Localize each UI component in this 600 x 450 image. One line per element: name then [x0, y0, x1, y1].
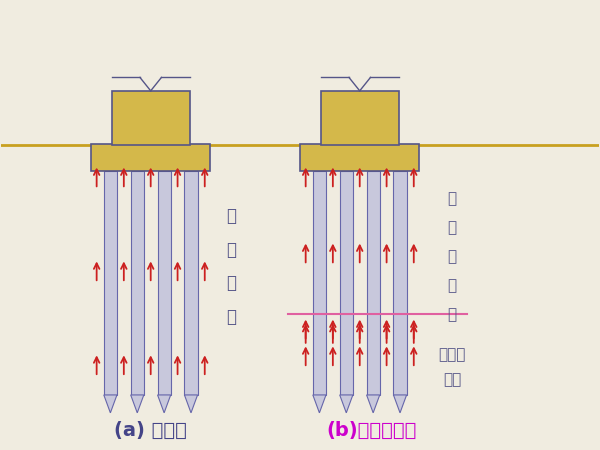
Text: (b)端承摩擦桩: (b)端承摩擦桩 [326, 421, 417, 440]
Bar [321, 91, 398, 144]
Text: 软: 软 [226, 207, 236, 225]
Polygon shape [394, 395, 407, 413]
Polygon shape [340, 395, 353, 413]
Text: 弱: 弱 [226, 241, 236, 259]
Text: 土层: 土层 [443, 372, 461, 387]
Polygon shape [184, 395, 197, 413]
Polygon shape [131, 171, 144, 395]
Text: 软: 软 [448, 220, 457, 235]
Bar [91, 144, 211, 171]
Text: 较坚硬: 较坚硬 [439, 347, 466, 362]
Polygon shape [158, 395, 171, 413]
Polygon shape [340, 171, 353, 395]
Text: 弱: 弱 [448, 249, 457, 264]
Polygon shape [367, 171, 380, 395]
Bar [112, 91, 190, 144]
Text: 土: 土 [226, 274, 236, 292]
Polygon shape [104, 395, 117, 413]
Text: 层: 层 [448, 307, 457, 322]
Polygon shape [367, 395, 380, 413]
Polygon shape [313, 171, 326, 395]
Text: 层: 层 [226, 308, 236, 326]
Polygon shape [158, 171, 171, 395]
Text: 较: 较 [448, 191, 457, 206]
Polygon shape [104, 171, 117, 395]
Polygon shape [394, 171, 407, 395]
Polygon shape [313, 395, 326, 413]
Polygon shape [184, 171, 197, 395]
Polygon shape [131, 395, 144, 413]
Bar [300, 144, 419, 171]
Text: (a) 摩擦桩: (a) 摩擦桩 [114, 421, 187, 440]
Text: 土: 土 [448, 278, 457, 293]
